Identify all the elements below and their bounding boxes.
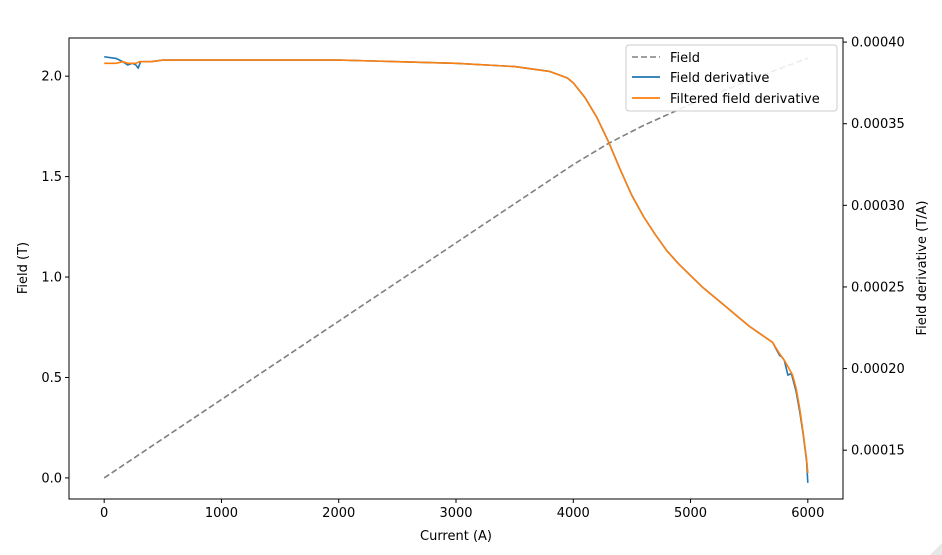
y-tick-label: 1.0 bbox=[41, 271, 62, 286]
y2-axis-label: Field derivative (T/A) bbox=[915, 201, 930, 336]
legend-label-filtered-field-derivative: Filtered field derivative bbox=[670, 92, 820, 107]
y-tick-label: 0.0 bbox=[41, 471, 62, 486]
ticks-layer: 0 1000 2000 3000 4000 5000 6000 0.0 0.5 1.0 1.5 2.0… bbox=[41, 36, 904, 521]
x-tick-label: 2000 bbox=[322, 506, 355, 521]
y2-tick-label: 0.00030 bbox=[851, 199, 905, 214]
y2-tick-label: 0.00040 bbox=[851, 36, 905, 51]
legend-box bbox=[625, 44, 838, 112]
legend-label-field: Field bbox=[670, 51, 700, 66]
y-tick-label: 0.5 bbox=[41, 371, 62, 386]
x-tick-label: 4000 bbox=[557, 506, 590, 521]
series-line-filtered-field-derivative bbox=[104, 59, 809, 474]
x-tick-label: 3000 bbox=[439, 506, 472, 521]
x-tick-label: 6000 bbox=[791, 506, 824, 521]
y-tick-label: 1.5 bbox=[41, 170, 62, 185]
window-resize-grip[interactable] bbox=[930, 543, 942, 555]
y2-tick-label: 0.00025 bbox=[851, 280, 905, 295]
y-axis-label: Field (T) bbox=[16, 242, 31, 294]
y-tick-label: 2.0 bbox=[41, 70, 62, 85]
y2-tick-label: 0.00015 bbox=[851, 444, 905, 459]
x-tick-label: 5000 bbox=[674, 506, 707, 521]
x-tick-label: 1000 bbox=[205, 506, 238, 521]
x-tick-label: 0 bbox=[100, 506, 108, 521]
legend: Field Field derivative Filtered field de… bbox=[625, 44, 838, 112]
legend-label-field-derivative: Field derivative bbox=[670, 71, 769, 86]
y2-tick-label: 0.00020 bbox=[851, 362, 905, 377]
x-axis-label: Current (A) bbox=[420, 529, 492, 544]
y2-tick-label: 0.00035 bbox=[851, 117, 905, 132]
